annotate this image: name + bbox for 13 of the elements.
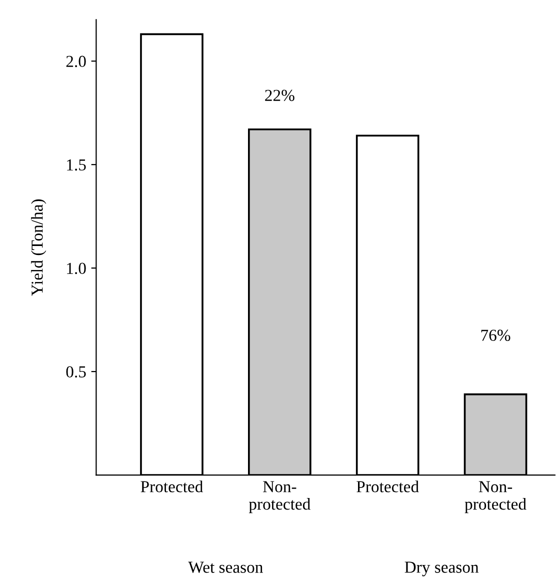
- y-tick-label: 1.0: [67, 262, 86, 274]
- y-tick-label: 0.5: [66, 366, 86, 378]
- annotation: 76%: [481, 330, 510, 341]
- text: Dry season: [404, 562, 479, 576]
- x-tick-label: Protected: [356, 480, 419, 492]
- y-tick-label: 2.0: [66, 56, 86, 68]
- y-axis-title: Yield (Ton/ha): [31, 199, 46, 296]
- x-tick-label: Non- protected: [248, 481, 310, 514]
- x-tick-label: Protected: [140, 480, 204, 492]
- annotation: 22%: [265, 90, 294, 102]
- text: Wet season: [188, 562, 263, 573]
- y-tick-label: 1.5: [67, 159, 86, 171]
- x-tick-label: Non- protected: [464, 481, 526, 514]
